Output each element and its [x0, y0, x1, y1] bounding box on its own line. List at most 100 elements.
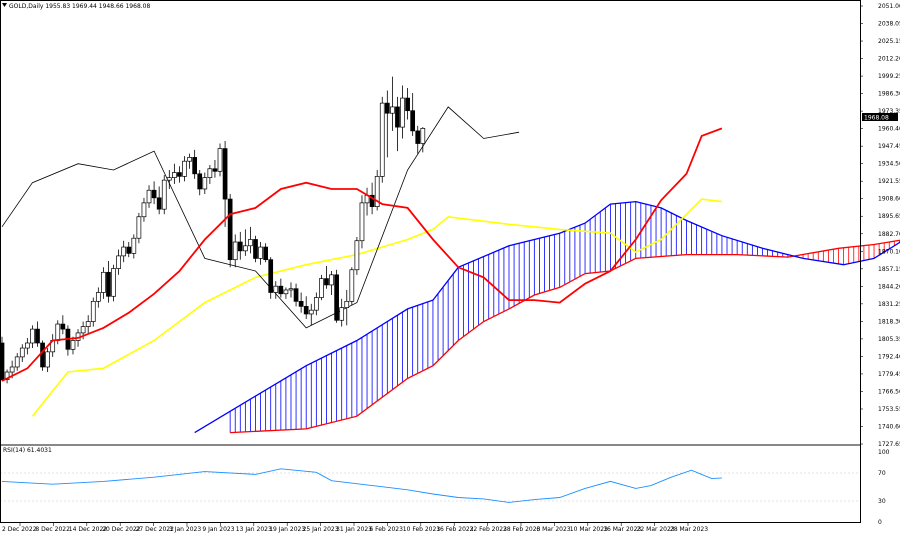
- price-tick-label: 1844.20: [878, 283, 900, 290]
- candle: [111, 264, 116, 302]
- candle-body-bullish: [4, 371, 10, 380]
- candle: [90, 297, 96, 327]
- candle: [4, 369, 10, 384]
- date-tick-label: 16 Feb 2023: [436, 526, 474, 533]
- senkou-span-a-line: [194, 200, 900, 434]
- candle: [243, 229, 248, 256]
- candle-body-bullish: [95, 292, 101, 302]
- candle-body-bullish: [207, 168, 213, 178]
- candle: [344, 289, 350, 326]
- candle-body-bearish: [197, 173, 203, 190]
- candle-body-bullish: [359, 202, 365, 242]
- candle-body-bearish: [410, 110, 416, 132]
- price-tick-label: 1908.60: [878, 196, 900, 203]
- candle: [85, 315, 91, 333]
- candle-body-bullish: [288, 288, 294, 291]
- candle-body-bullish: [131, 237, 137, 254]
- candle-body-bearish: [222, 148, 228, 200]
- date-tick-label: 9 Jan 2023: [202, 526, 234, 533]
- candle: [248, 226, 253, 254]
- price-tick-label: 1740.60: [878, 423, 900, 430]
- candle: [379, 96, 385, 183]
- candle-body-bullish: [116, 255, 121, 269]
- candle: [263, 243, 268, 263]
- price-tick-label: 1870.10: [878, 248, 900, 255]
- candle: [166, 170, 172, 189]
- candle-body-bearish: [278, 285, 284, 295]
- candle: [177, 166, 182, 183]
- price-tick-label: 1766.50: [878, 388, 900, 395]
- price-tick-label: 1753.55: [878, 406, 900, 413]
- candle-body-bearish: [415, 130, 421, 144]
- candle-body-bullish: [70, 340, 76, 350]
- candle-body-bearish: [151, 189, 157, 199]
- candle: [101, 267, 106, 299]
- price-tick-label: 1921.55: [878, 178, 900, 185]
- price-tick-label: 2025.15: [878, 38, 900, 45]
- candle: [40, 340, 45, 371]
- candle-body-bullish: [187, 157, 192, 162]
- candle: [14, 353, 20, 371]
- candle-body-bullish: [111, 268, 116, 297]
- candle-body-bullish: [390, 106, 395, 114]
- rsi-tick-label: 30: [878, 498, 886, 505]
- candle: [136, 212, 142, 244]
- candle-body-bearish: [298, 300, 304, 307]
- candle-body-bearish: [324, 278, 329, 286]
- candle: [60, 315, 66, 335]
- candle-body-bullish: [344, 300, 350, 308]
- kijun-sen-line: [31, 198, 722, 417]
- candle-body-bullish: [30, 328, 35, 344]
- rsi-panel: [0, 444, 860, 503]
- candle: [227, 194, 233, 268]
- senkou-span-b-line: [230, 239, 900, 434]
- rsi-tick-label: 70: [878, 470, 886, 477]
- candle-body-bullish: [354, 240, 360, 271]
- candle: [303, 296, 309, 320]
- date-tick-label: 22 Feb 2023: [470, 526, 508, 533]
- candle: [0, 336, 5, 381]
- candle: [354, 236, 360, 275]
- ichimoku-cloud: [229, 201, 900, 433]
- chikou-span-line: [1, 106, 520, 329]
- candle: [288, 282, 294, 298]
- candle: [293, 283, 299, 307]
- candle-body-bearish: [126, 246, 132, 254]
- candle-body-bearish: [35, 328, 40, 344]
- date-tick-label: 10 Mar 2023: [570, 526, 608, 533]
- date-tick-label: 6 Feb 2023: [369, 526, 403, 533]
- candle: [395, 96, 400, 152]
- candle-body-bullish: [172, 172, 177, 178]
- candle-body-bullish: [141, 202, 147, 218]
- candle: [324, 265, 329, 289]
- price-tick-label: 1960.40: [878, 126, 900, 133]
- title-triangle-icon: [2, 3, 7, 7]
- candle: [298, 292, 304, 313]
- candle: [30, 325, 35, 349]
- price-tick-label: 1792.40: [878, 353, 900, 360]
- candle-body-bullish: [339, 307, 345, 321]
- candle-body-bullish: [101, 271, 106, 293]
- candle: [116, 249, 121, 275]
- candle: [106, 260, 111, 303]
- candle-body-bearish: [227, 198, 233, 261]
- candle-body-bullish: [313, 297, 319, 311]
- candle-body-bullish: [319, 278, 324, 298]
- candle: [121, 240, 127, 263]
- price-tick-label: 1818.30: [878, 318, 900, 325]
- candle-body-bearish: [405, 97, 410, 112]
- indicator-lines: [1, 106, 900, 434]
- candle-body-bullish: [217, 148, 223, 172]
- candle: [405, 87, 410, 120]
- candle: [25, 337, 30, 355]
- candle: [141, 197, 147, 222]
- candle-body-bearish: [263, 246, 268, 261]
- date-tick-label: 31 Jan 2023: [336, 526, 372, 533]
- candle-body-bearish: [384, 102, 390, 114]
- price-tick-label: 2012.20: [878, 56, 900, 63]
- price-tick-label: 2038.05: [878, 21, 900, 28]
- plot-frame: [0, 0, 861, 523]
- price-tick-label: 1934.50: [878, 161, 900, 168]
